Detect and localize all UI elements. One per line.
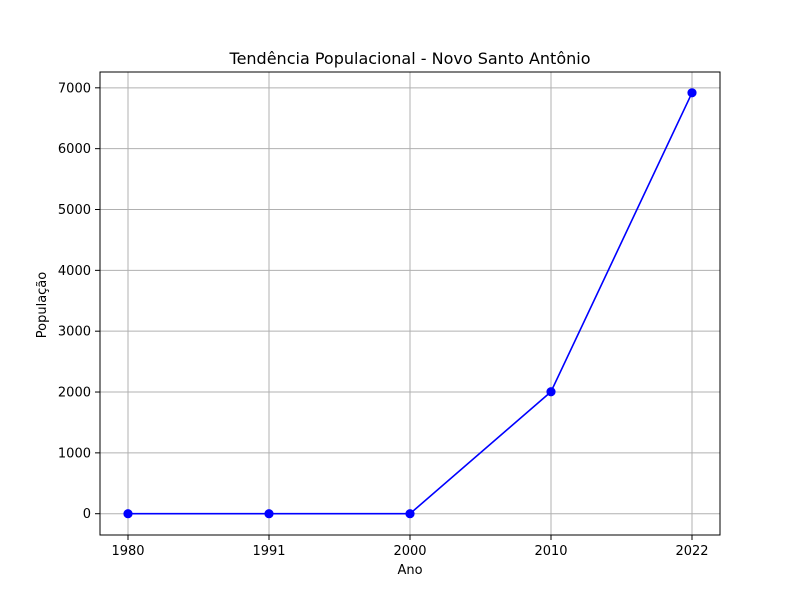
x-tick-label: 1991 <box>252 544 285 559</box>
y-tick-label: 2000 <box>58 386 91 401</box>
data-point <box>405 509 415 519</box>
chart-title: Tendência Populacional - Novo Santo Antô… <box>229 49 591 68</box>
data-point <box>123 509 133 519</box>
y-tick-label: 5000 <box>58 203 91 218</box>
y-axis-title: População <box>35 272 50 339</box>
y-tick-label: 6000 <box>58 142 91 157</box>
data-point <box>264 509 274 519</box>
y-tick-label: 3000 <box>58 325 91 340</box>
x-axis-title: Ano <box>397 563 422 578</box>
x-tick-label: 1980 <box>111 544 144 559</box>
axis-ticks: 1980 1991 2000 2010 2022 0 1000 2000 3000 4000 500… <box>58 81 709 559</box>
y-tick-label: 4000 <box>58 264 91 279</box>
x-tick-label: 2010 <box>534 544 567 559</box>
series-layer <box>123 88 697 519</box>
plot-frame <box>99 71 721 536</box>
x-tick-label: 2000 <box>393 544 426 559</box>
data-point <box>546 387 556 397</box>
data-point <box>687 88 697 98</box>
y-tick-label: 0 <box>83 507 91 522</box>
x-tick-label: 2022 <box>675 544 708 559</box>
y-tick-label: 7000 <box>58 81 91 96</box>
y-tick-label: 1000 <box>58 446 91 461</box>
